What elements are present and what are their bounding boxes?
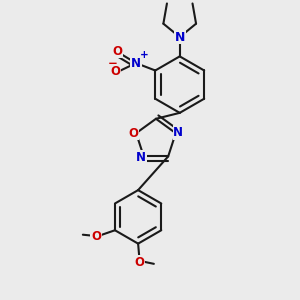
- Text: N: N: [131, 57, 141, 70]
- Text: N: N: [173, 126, 183, 139]
- Text: −: −: [108, 57, 118, 70]
- Text: N: N: [136, 151, 146, 164]
- Text: O: O: [91, 230, 101, 243]
- Text: +: +: [140, 50, 148, 60]
- Text: O: O: [110, 65, 120, 79]
- Text: O: O: [112, 45, 122, 58]
- Text: N: N: [175, 31, 185, 44]
- Text: O: O: [129, 127, 139, 140]
- Text: O: O: [135, 256, 145, 268]
